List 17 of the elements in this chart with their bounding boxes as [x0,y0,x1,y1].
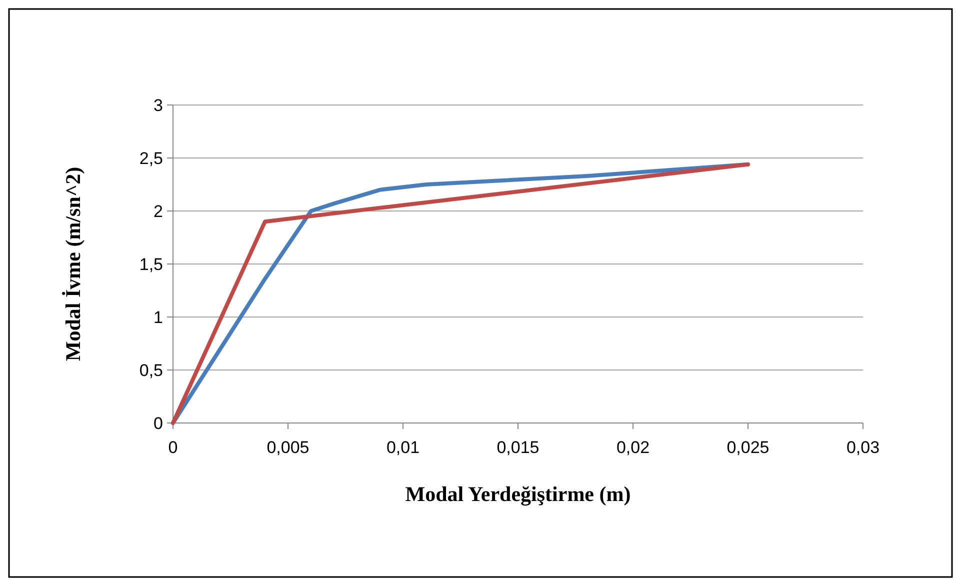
x-axis-title: Modal Yerdeğiştirme (m) [405,482,631,506]
x-tick-label: 0,025 [726,438,770,457]
y-axis-title: Modal İvme (m/sn^2) [61,166,85,362]
y-tick-label: 2 [154,202,163,221]
x-tick-label: 0 [168,438,178,457]
y-tick-label: 1,5 [139,254,163,274]
x-tick-label: 0,03 [846,438,880,457]
x-tick-label: 0,015 [496,438,540,457]
x-tick-label: 0,005 [266,438,310,457]
y-tick-label: 0,5 [139,360,163,380]
y-tick-label: 0 [154,414,163,433]
x-tick-label: 0,02 [616,438,650,457]
y-tick-label: 3 [154,96,163,115]
line-series [171,162,750,425]
y-tick-label: 2,5 [139,148,163,168]
y-tick-label: 1 [154,308,163,327]
x-tick-label: 0,01 [386,438,420,457]
